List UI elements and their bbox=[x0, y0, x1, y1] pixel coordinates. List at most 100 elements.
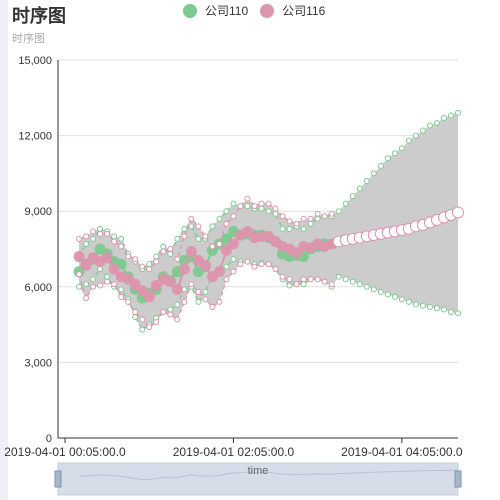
upper-bound-point bbox=[279, 225, 286, 232]
lower-bound-point bbox=[286, 276, 293, 283]
data-point bbox=[199, 259, 211, 271]
legend-item-series-1[interactable]: 公司110 bbox=[183, 2, 248, 19]
legend-label-series-2: 公司116 bbox=[282, 4, 326, 18]
lower-bound-point bbox=[342, 276, 349, 283]
datazoom-left-handle[interactable] bbox=[54, 470, 62, 488]
upper-bound-point bbox=[321, 213, 328, 220]
upper-bound-point bbox=[160, 243, 167, 250]
datazoom-right-handle[interactable] bbox=[454, 470, 462, 488]
datazoom-label: time bbox=[248, 465, 269, 477]
lower-bound-point bbox=[174, 316, 181, 323]
lower-bound-point bbox=[363, 283, 370, 290]
lower-bound-point bbox=[153, 319, 160, 326]
upper-bound-point bbox=[83, 233, 90, 240]
upper-bound-point bbox=[265, 200, 272, 207]
lower-bound-point bbox=[167, 311, 174, 318]
y-tick-label: 6,000 bbox=[24, 282, 52, 294]
lower-bound-point bbox=[307, 276, 314, 283]
lower-bound-point bbox=[328, 281, 335, 288]
lower-bound-point bbox=[202, 296, 209, 303]
lower-bound-point bbox=[76, 271, 83, 278]
upper-bound-point bbox=[244, 195, 251, 202]
upper-bound-point bbox=[174, 256, 181, 263]
upper-bound-point bbox=[160, 248, 167, 255]
upper-bound-point bbox=[307, 215, 314, 222]
upper-bound-point bbox=[195, 235, 202, 242]
upper-bound-point bbox=[405, 137, 412, 144]
upper-bound-point bbox=[223, 220, 230, 227]
upper-bound-point bbox=[433, 120, 440, 126]
lower-bound-point bbox=[139, 326, 146, 333]
data-point bbox=[178, 263, 190, 275]
lower-bound-point bbox=[419, 302, 426, 309]
lower-bound-point bbox=[440, 306, 447, 313]
lower-bound-point bbox=[377, 288, 384, 295]
legend-dot-series-2 bbox=[260, 3, 275, 18]
lower-bound-point bbox=[83, 295, 90, 302]
lower-bound-point bbox=[132, 309, 139, 315]
upper-bound-point bbox=[90, 228, 97, 235]
upper-bound-point bbox=[237, 203, 244, 210]
lower-bound-point bbox=[132, 314, 139, 321]
lower-bound-point bbox=[223, 276, 230, 283]
upper-bound-point bbox=[447, 112, 454, 119]
lower-bound-point bbox=[279, 273, 286, 280]
lower-bound-point bbox=[426, 303, 433, 310]
lower-bound-point bbox=[195, 298, 202, 305]
upper-bound-point bbox=[314, 210, 321, 217]
data-point bbox=[452, 206, 464, 219]
y-tick-label: 9,000 bbox=[24, 206, 52, 218]
upper-bound-point bbox=[377, 162, 384, 169]
upper-bound-point bbox=[244, 203, 251, 210]
lower-bound-point bbox=[251, 263, 258, 270]
upper-bound-point bbox=[181, 233, 188, 240]
lower-bound-point bbox=[391, 293, 398, 300]
x-tick-label: 2019-04-01 04:05:00.0 bbox=[341, 445, 463, 459]
lower-bound-point bbox=[293, 281, 300, 288]
lower-bound-point bbox=[370, 286, 377, 293]
lower-bound-point bbox=[209, 303, 216, 310]
lower-bound-point bbox=[321, 278, 328, 285]
upper-bound-point bbox=[146, 266, 153, 273]
upper-bound-point bbox=[195, 223, 202, 230]
data-point bbox=[136, 285, 148, 297]
lower-bound-point bbox=[244, 258, 251, 265]
upper-bound-point bbox=[118, 243, 125, 250]
lower-bound-point bbox=[286, 282, 293, 289]
lower-bound-point bbox=[118, 286, 125, 293]
upper-bound-point bbox=[286, 225, 293, 232]
lower-bound-point bbox=[384, 291, 391, 298]
lower-bound-point bbox=[447, 309, 454, 315]
upper-bound-point bbox=[412, 132, 419, 139]
lower-bound-point bbox=[314, 276, 321, 283]
data-point bbox=[80, 259, 92, 271]
upper-bound-point bbox=[230, 213, 237, 220]
y-tick-label: 3,000 bbox=[24, 357, 52, 369]
upper-bound-point bbox=[272, 210, 279, 217]
legend-dot-series-1 bbox=[183, 3, 197, 18]
upper-bound-point bbox=[384, 155, 391, 162]
upper-bound-point bbox=[181, 225, 188, 232]
upper-bound-point bbox=[83, 240, 90, 247]
upper-bound-point bbox=[440, 114, 447, 121]
lower-bound-point bbox=[104, 273, 111, 280]
upper-bound-point bbox=[356, 185, 363, 192]
data-point bbox=[143, 291, 155, 303]
upper-bound-point bbox=[349, 193, 356, 200]
lower-bound-point bbox=[118, 293, 125, 300]
left-edge-strip bbox=[0, 0, 8, 500]
lower-bound-point bbox=[139, 316, 146, 323]
data-point bbox=[164, 276, 176, 288]
y-tick-label: 0 bbox=[46, 433, 52, 445]
lower-bound-point bbox=[349, 278, 356, 285]
upper-bound-point bbox=[146, 261, 153, 268]
data-point bbox=[108, 263, 120, 275]
lower-bound-point bbox=[237, 261, 244, 268]
x-tick-label: 2019-04-01 02:05:00.0 bbox=[173, 445, 295, 459]
upper-bound-point bbox=[342, 200, 349, 207]
upper-bound-point bbox=[335, 208, 342, 215]
upper-bound-point bbox=[188, 215, 195, 222]
data-point bbox=[73, 251, 85, 263]
upper-bound-point bbox=[104, 230, 111, 237]
legend-item-series-2[interactable]: 公司116 bbox=[260, 2, 325, 19]
